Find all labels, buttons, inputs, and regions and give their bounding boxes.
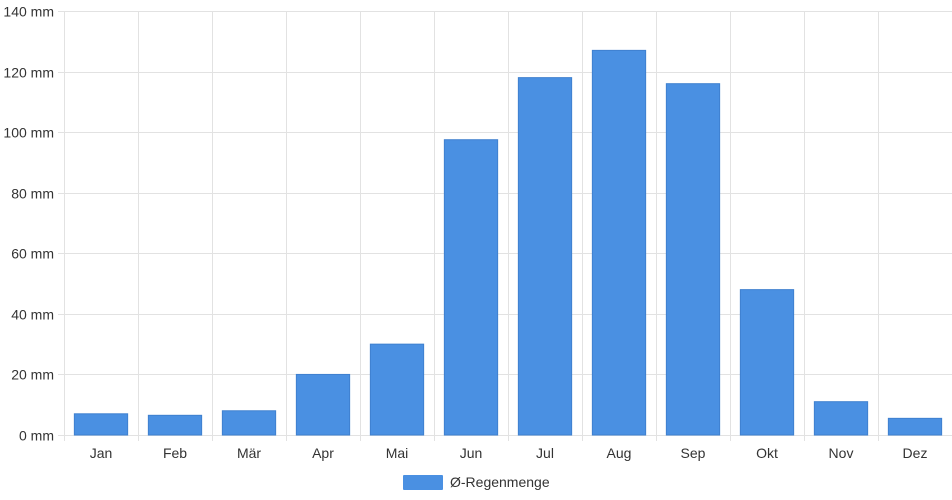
y-tick-label: 0 mm [19,428,54,444]
legend[interactable]: Ø-Regenmenge [403,474,550,490]
bar[interactable] [813,401,869,436]
x-tick-label: Jun [460,445,483,461]
x-tick-label: Okt [756,445,778,461]
x-tick-label: Jul [536,445,554,461]
bar[interactable] [517,77,573,436]
x-tick-label: Dez [903,445,928,461]
bar[interactable] [665,83,721,436]
x-tick-label: Jan [90,445,113,461]
bar[interactable] [739,289,795,436]
x-tick-label: Aug [607,445,632,461]
bar[interactable] [369,343,425,436]
y-tick-label: 100 mm [3,125,54,141]
x-tick-label: Nov [829,445,854,461]
bar[interactable] [221,410,277,436]
bar[interactable] [443,139,499,436]
y-tick-label: 80 mm [11,186,54,202]
bar[interactable] [887,417,943,436]
x-tick-label: Apr [312,445,334,461]
y-tick-label: 20 mm [11,367,54,383]
grid-lines [58,11,952,441]
x-tick-label: Mär [237,445,261,461]
x-tick-label: Feb [163,445,187,461]
legend-label[interactable]: Ø-Regenmenge [450,474,550,490]
x-tick-label: Sep [681,445,706,461]
x-axis-ticks: Jan Feb Mär Apr Mai Jun Jul Aug Sep Okt Nov Dez [90,445,928,461]
x-tick-label: Mai [386,445,409,461]
y-tick-label: 120 mm [3,65,54,81]
bar[interactable] [591,49,647,436]
y-axis-ticks: 0 mm 20 mm 40 mm 60 mm 80 mm 100 mm 120 mm 140 … [3,4,54,444]
bar[interactable] [73,413,129,436]
bar[interactable] [147,414,203,436]
legend-swatch[interactable] [403,475,443,490]
bars [73,49,943,436]
y-tick-label: 140 mm [3,4,54,20]
bar[interactable] [295,373,351,436]
y-tick-label: 40 mm [11,307,54,323]
y-tick-label: 60 mm [11,246,54,262]
